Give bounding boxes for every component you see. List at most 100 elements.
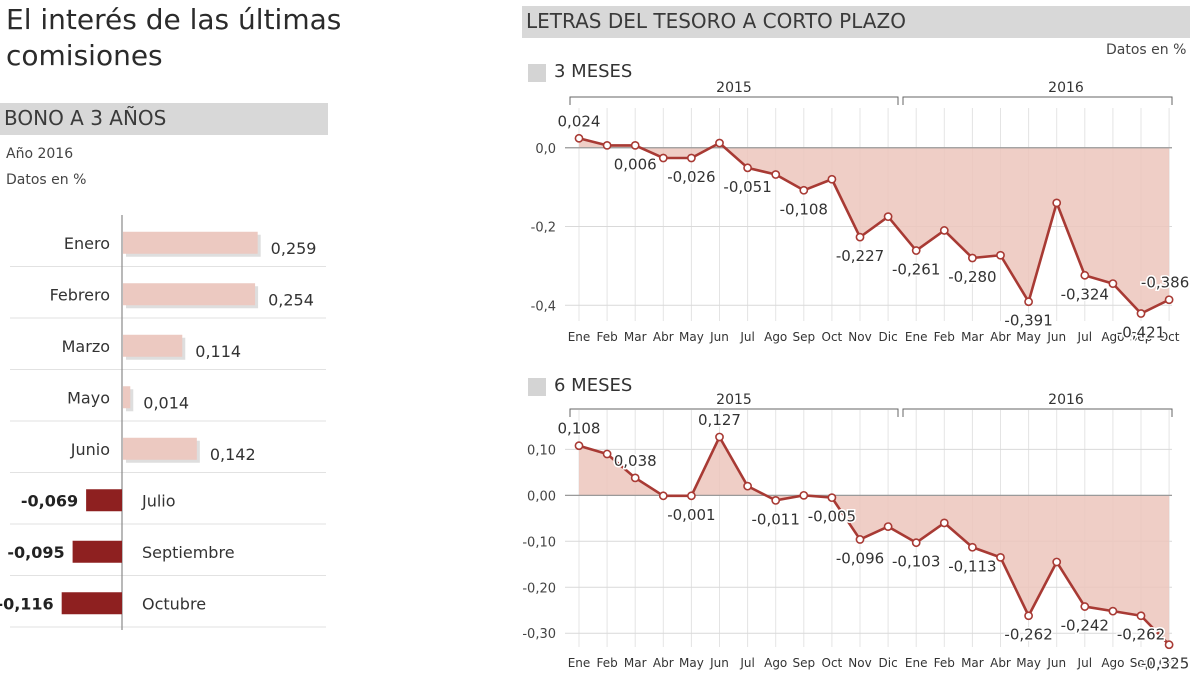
point-label: -0,011 (752, 510, 800, 528)
data-point (968, 542, 977, 552)
x-tick-label: Jul (739, 330, 754, 344)
category-label: Septiembre (142, 543, 235, 562)
x-tick-label: May (679, 330, 704, 344)
data-point (1136, 309, 1146, 318)
x-tick-label: Ene (905, 330, 928, 344)
data-point (1136, 611, 1146, 621)
data-point (1164, 295, 1174, 305)
data-point (1108, 279, 1118, 288)
data-point (771, 170, 781, 179)
point-label: 0,127 (698, 411, 741, 429)
point-label: -0,227 (836, 247, 884, 265)
data-point (996, 552, 1005, 562)
point-label: -0,280 (948, 268, 996, 286)
x-tick-label: Ago (1101, 330, 1124, 344)
x-tick-label: Ago (764, 330, 787, 344)
data-point (996, 250, 1005, 260)
data-point (574, 441, 584, 451)
bar-septiembre (72, 540, 122, 563)
point-label: -0,262 (1117, 626, 1165, 644)
point-label: -0,026 (667, 168, 715, 186)
x-tick-label: Oct (1159, 330, 1180, 344)
point-label: -0,421 (1117, 324, 1165, 342)
x-tick-label: May (679, 656, 704, 670)
data-point (855, 232, 865, 242)
value-label: 0,114 (195, 342, 241, 361)
point-label: -0,386 (1141, 274, 1189, 292)
data-point (1108, 606, 1118, 616)
data-point (771, 495, 781, 505)
letras-units: Datos en % (1106, 42, 1187, 58)
point-label: 0,038 (614, 452, 657, 470)
value-label: 0,142 (210, 445, 256, 464)
data-point (1080, 602, 1090, 611)
point-label: -0,325 (1141, 655, 1189, 673)
bono-header: BONO A 3 AÑOS (0, 103, 328, 135)
x-tick-label: Nov (848, 656, 871, 670)
category-label: Julio (141, 491, 176, 510)
y-tick-label: -0,20 (522, 581, 556, 596)
x-tick-label: Abr (653, 330, 674, 344)
category-label: Junio (70, 440, 110, 459)
data-point (1024, 611, 1033, 621)
year-label: 2015 (716, 392, 752, 408)
x-tick-label: May (1016, 330, 1041, 344)
x-tick-label: Mar (624, 330, 647, 344)
y-tick-label: -0,30 (522, 627, 556, 642)
bar-marzo (123, 334, 183, 357)
area-fill (579, 436, 1170, 645)
data-point (743, 163, 752, 173)
x-tick-label: Jun (709, 330, 729, 344)
year-bracket (902, 96, 1173, 105)
x-tick-label: Ago (1101, 656, 1124, 670)
data-point (602, 140, 612, 150)
category-label: Octubre (142, 594, 206, 613)
x-tick-label: Feb (934, 656, 955, 670)
panel-3m-title: 3 MESES (554, 61, 633, 82)
x-tick-label: Dic (879, 656, 898, 670)
point-label: -0,261 (892, 261, 940, 279)
x-tick-label: Oct (822, 330, 843, 344)
data-point (602, 449, 612, 459)
data-point (883, 522, 893, 531)
data-point (658, 153, 668, 163)
x-tick-label: Abr (990, 330, 1011, 344)
x-tick-label: Oct (1159, 656, 1180, 670)
year-bracket (569, 96, 899, 105)
y-tick-label: 0,10 (527, 443, 556, 458)
x-tick-label: Jul (739, 656, 754, 670)
data-point (827, 493, 837, 503)
series-line (578, 137, 1170, 315)
data-point (1164, 640, 1174, 650)
data-point (1052, 198, 1062, 208)
point-label: -0,391 (1004, 312, 1052, 330)
value-label: -0,095 (7, 543, 64, 562)
x-tick-label: Sep (1130, 656, 1153, 670)
panel-3m-swatch (528, 64, 546, 82)
x-tick-label: Jun (1046, 330, 1066, 344)
x-tick-label: Mar (624, 656, 647, 670)
x-tick-label: Mar (961, 656, 984, 670)
point-label: -0,096 (836, 549, 884, 567)
value-label: -0,069 (21, 491, 78, 510)
year-label: 2016 (1048, 80, 1084, 96)
category-label: Enero (64, 234, 110, 253)
point-label: -0,001 (667, 506, 715, 524)
y-tick-label: 0,00 (527, 489, 556, 504)
category-label: Marzo (62, 337, 110, 356)
data-point (939, 226, 949, 235)
data-point (911, 246, 921, 255)
x-tick-label: May (1016, 656, 1041, 670)
x-tick-label: Abr (990, 656, 1011, 670)
point-label: -0,005 (808, 508, 856, 526)
x-tick-label: Nov (848, 330, 871, 344)
point-label: -0,108 (780, 200, 828, 218)
data-point (827, 174, 837, 184)
point-label: -0,103 (892, 553, 940, 571)
point-label: 0,108 (558, 420, 601, 438)
x-tick-label: Ene (568, 656, 591, 670)
data-point (574, 133, 584, 143)
panel-6m-swatch (528, 378, 546, 396)
